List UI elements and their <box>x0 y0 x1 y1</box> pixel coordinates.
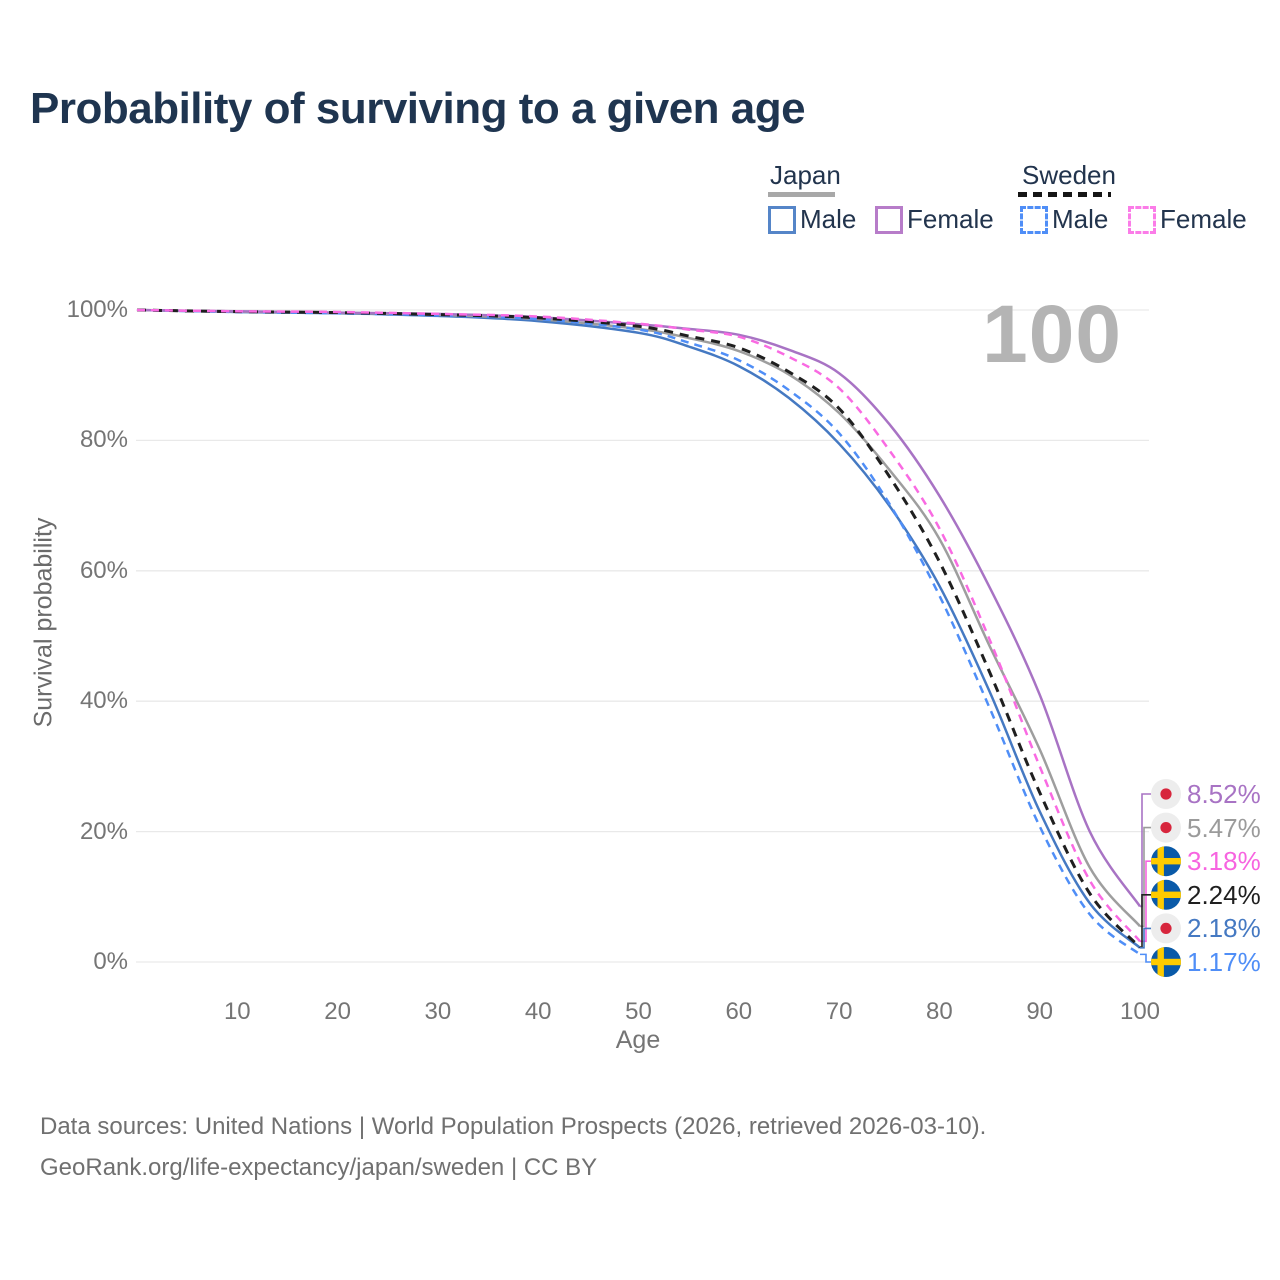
legend-japan-female-swatch[interactable] <box>875 206 903 234</box>
end-label-japan-male: 2.18% <box>1187 913 1261 944</box>
y-tick-100: 100% <box>66 296 128 323</box>
end-label-connector-japan-female <box>1140 793 1151 908</box>
x-tick-70: 70 <box>825 998 853 1025</box>
end-label-japan-female: 8.52% <box>1187 779 1261 809</box>
sweden-flag-icon <box>1151 846 1181 877</box>
hover-age-watermark: 100 <box>982 289 1122 380</box>
x-axis-title: Age <box>615 1026 661 1054</box>
y-tick-20: 20% <box>79 817 128 845</box>
japan-flag-icon <box>1151 812 1181 843</box>
end-label-sweden-male: 1.17% <box>1187 947 1261 977</box>
y-tick-0: 0% <box>93 948 128 975</box>
legend-sweden-male-swatch[interactable] <box>1020 206 1048 234</box>
japan-flag-icon <box>1151 913 1181 944</box>
x-tick-50: 50 <box>625 998 652 1025</box>
sweden-flag-icon <box>1151 879 1181 910</box>
y-tick-80: 80% <box>79 426 128 454</box>
series-line-sweden-male[interactable] <box>136 308 1141 956</box>
end-label-sweden: 2.24% <box>1187 879 1261 910</box>
x-tick-60: 60 <box>725 998 753 1025</box>
japan-flag-icon <box>1151 779 1181 809</box>
end-label-connector-sweden-male <box>1140 953 1151 963</box>
legend-japan-female-label[interactable]: Female <box>907 204 994 234</box>
series-line-sweden-female[interactable] <box>136 308 1141 943</box>
x-tick-20: 20 <box>324 998 351 1025</box>
x-tick-10: 10 <box>223 998 251 1025</box>
end-label-connector-japan-male <box>1140 927 1151 949</box>
footer-sources-line: Data sources: United Nations | World Pop… <box>40 1113 987 1140</box>
y-axis-title: Survival probability <box>29 517 58 728</box>
x-tick-30: 30 <box>424 998 452 1025</box>
footer: Data sources: United Nations | World Pop… <box>40 1106 986 1188</box>
x-tick-80: 80 <box>926 998 953 1025</box>
end-label-connector-sweden-female <box>1140 860 1151 943</box>
legend-group-japan-label[interactable]: Japan <box>770 160 841 190</box>
series-line-sweden[interactable] <box>136 308 1142 949</box>
legend-sweden-female-swatch[interactable] <box>1128 206 1156 234</box>
x-tick-100: 100 <box>1119 998 1161 1025</box>
series-line-japan[interactable] <box>136 308 1141 928</box>
legend-sweden-male-label[interactable]: Male <box>1052 204 1109 234</box>
legend-sweden-line-swatch <box>1018 192 1111 197</box>
sweden-flag-icon <box>1151 947 1181 977</box>
x-tick-40: 40 <box>524 998 552 1025</box>
legend-japan-line-swatch <box>768 192 835 197</box>
legend-japan-male-label[interactable]: Male <box>800 204 857 234</box>
y-tick-60: 60% <box>79 556 128 584</box>
page-title: Probability of surviving to a given age <box>30 84 806 133</box>
end-label-sweden-female: 3.18% <box>1187 846 1261 877</box>
legend-japan-male-swatch[interactable] <box>768 206 796 234</box>
footer-link-line[interactable]: GeoRank.org/life-expectancy/japan/sweden… <box>40 1154 598 1181</box>
legend-group-sweden-label[interactable]: Sweden <box>1022 160 1116 190</box>
legend-sweden-female-label[interactable]: Female <box>1160 204 1247 234</box>
y-tick-40: 40% <box>79 687 128 715</box>
series-line-japan-male[interactable] <box>136 308 1141 949</box>
x-tick-90: 90 <box>1026 998 1054 1025</box>
series-line-japan-female[interactable] <box>136 308 1142 908</box>
end-label-japan: 5.47% <box>1187 812 1261 843</box>
